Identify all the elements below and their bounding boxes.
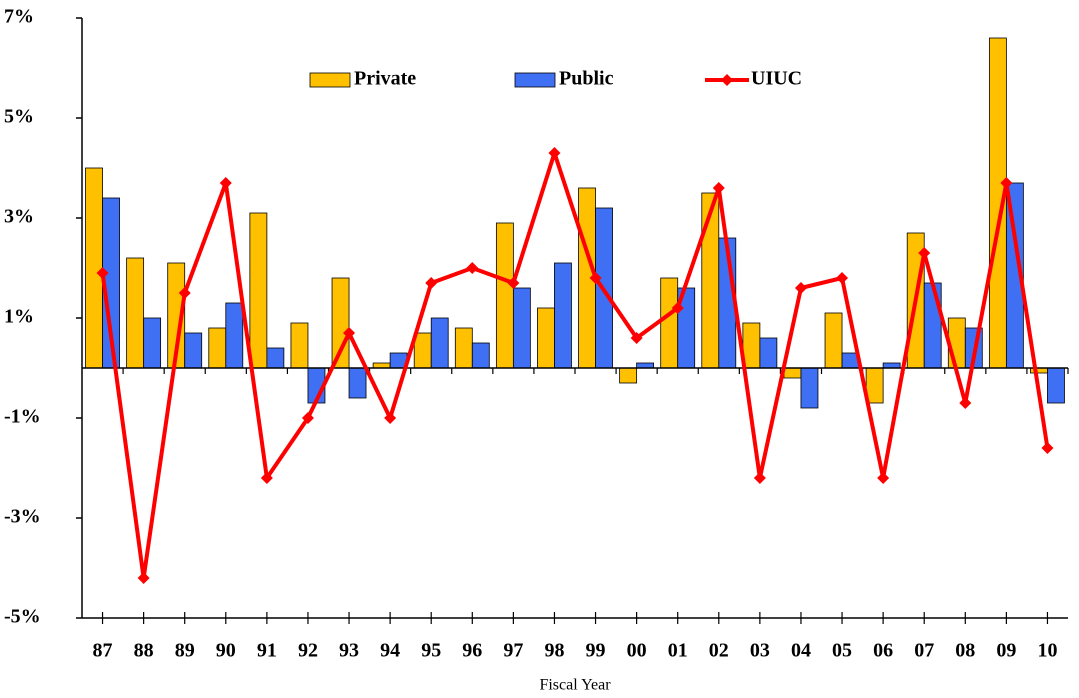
x-tick-label: 93 (339, 640, 359, 662)
y-tick-label: 1% (4, 306, 34, 328)
bar (800, 367, 819, 409)
bar (249, 212, 268, 369)
bar (537, 307, 555, 369)
marker (836, 272, 849, 284)
bar (701, 192, 720, 369)
marker (877, 472, 890, 484)
x-tick-label: 98 (544, 640, 564, 662)
legend-label: Private (354, 68, 416, 90)
y-tick-label: 5% (4, 106, 34, 128)
marker (1041, 442, 1054, 454)
bar (512, 287, 531, 369)
marker (425, 277, 438, 289)
bar (783, 367, 802, 379)
x-tick-label: 97 (503, 640, 523, 662)
bar (430, 317, 449, 369)
x-tick-label: 04 (791, 640, 811, 662)
x-tick-label: 08 (955, 640, 975, 662)
x-tick-label: 00 (627, 640, 647, 662)
bar (824, 312, 843, 369)
x-tick-label: 99 (586, 640, 606, 662)
legend-label: UIUC (751, 68, 802, 90)
bar (923, 282, 942, 369)
marker (137, 572, 150, 584)
x-tick-label: 91 (257, 640, 277, 662)
x-tick-label: 05 (832, 640, 852, 662)
marker (301, 412, 314, 424)
x-tick-label: 01 (668, 640, 688, 662)
bar (266, 347, 285, 369)
bar (184, 332, 203, 369)
bar (348, 367, 367, 399)
bar (143, 317, 162, 369)
bar (495, 222, 514, 369)
x-tick-label: 94 (380, 640, 400, 662)
bar (1047, 367, 1065, 404)
bar (208, 327, 227, 369)
marker (343, 327, 356, 339)
x-tick-label: 87 (93, 640, 113, 662)
bar (742, 322, 761, 369)
marker (671, 302, 684, 314)
x-tick-label: 09 (996, 640, 1016, 662)
bar (225, 302, 244, 369)
line (100, 151, 1050, 580)
marker (589, 272, 602, 284)
x-tick-label: 06 (873, 640, 893, 662)
legend-swatch (514, 72, 556, 88)
marker (219, 177, 232, 189)
y-tick-label: -3% (4, 506, 41, 528)
x-axis-label: Fiscal Year (539, 677, 611, 694)
x-tick-label: 95 (421, 640, 441, 662)
legend-swatch (721, 74, 733, 86)
x-tick-label: 10 (1037, 640, 1057, 662)
bar (619, 367, 638, 384)
marker (918, 247, 931, 259)
bar (471, 342, 490, 369)
marker (260, 472, 273, 484)
marker (548, 147, 561, 159)
y-tick-label: 7% (4, 6, 34, 28)
x-tick-label: 89 (175, 640, 195, 662)
x-tick-label: 02 (709, 640, 729, 662)
marker (753, 472, 766, 484)
bar (454, 327, 473, 369)
y-tick-label: -1% (4, 406, 41, 428)
marker (466, 262, 479, 274)
legend-label: Public (559, 68, 614, 90)
marker (507, 277, 520, 289)
x-tick-label: 90 (216, 640, 236, 662)
bar (660, 277, 679, 369)
marker (959, 397, 972, 409)
marker (96, 267, 109, 279)
marker (178, 287, 191, 299)
x-tick-label: 92 (298, 640, 318, 662)
x-tick-label: 03 (750, 640, 770, 662)
y-tick-label: -5% (4, 606, 41, 628)
legend-swatch (309, 72, 351, 88)
y-tick-label: 3% (4, 206, 34, 228)
marker (712, 182, 725, 194)
bar (85, 167, 103, 369)
bar (290, 322, 309, 369)
x-tick-label: 07 (914, 640, 934, 662)
bar (413, 332, 432, 369)
marker (630, 332, 643, 344)
x-tick-label: 88 (134, 640, 154, 662)
marker (1000, 177, 1013, 189)
bar (554, 262, 572, 369)
marker (384, 412, 397, 424)
bar (759, 337, 778, 369)
marker (794, 282, 807, 294)
bar (126, 257, 145, 369)
x-tick-label: 96 (462, 640, 482, 662)
